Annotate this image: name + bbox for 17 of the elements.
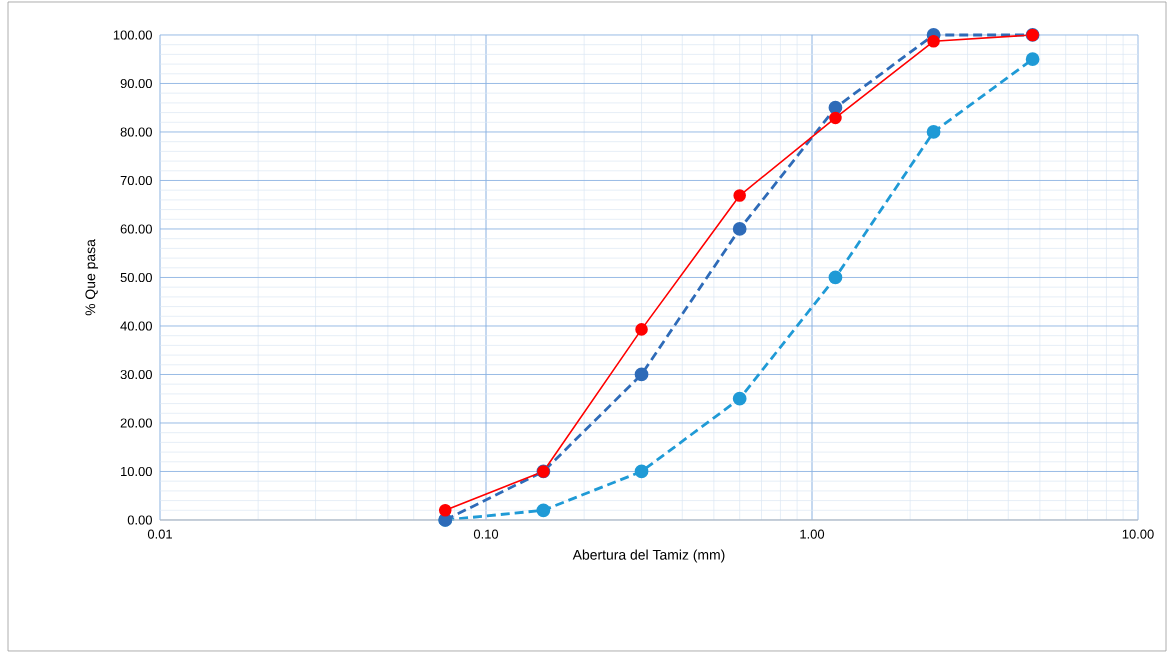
y-tick-label: 80.00 <box>120 127 152 137</box>
x-tick-label: 0.01 <box>147 529 172 539</box>
y-tick-label: 30.00 <box>120 369 152 380</box>
y-tick-label: 10.00 <box>121 466 152 477</box>
x-tick-label: 10.00 <box>1122 529 1154 539</box>
x-axis-title: Abertura del Tamiz (mm) <box>572 549 725 563</box>
y-tick-label: 40.00 <box>120 321 152 331</box>
y-axis-title: % Que pasa <box>85 239 99 316</box>
x-tick-label: 0.10 <box>473 529 499 539</box>
x-tick-label: 1.00 <box>800 529 825 539</box>
y-tick-label: 70.00 <box>120 175 152 186</box>
y-tick-label: 60.00 <box>120 224 152 234</box>
y-tick-label: 100.00 <box>113 30 152 40</box>
y-tick-label: 20.00 <box>120 418 152 428</box>
y-tick-label: 0.00 <box>127 515 152 525</box>
y-tick-label: 90.00 <box>120 78 152 89</box>
y-tick-label: 50.00 <box>120 272 152 283</box>
